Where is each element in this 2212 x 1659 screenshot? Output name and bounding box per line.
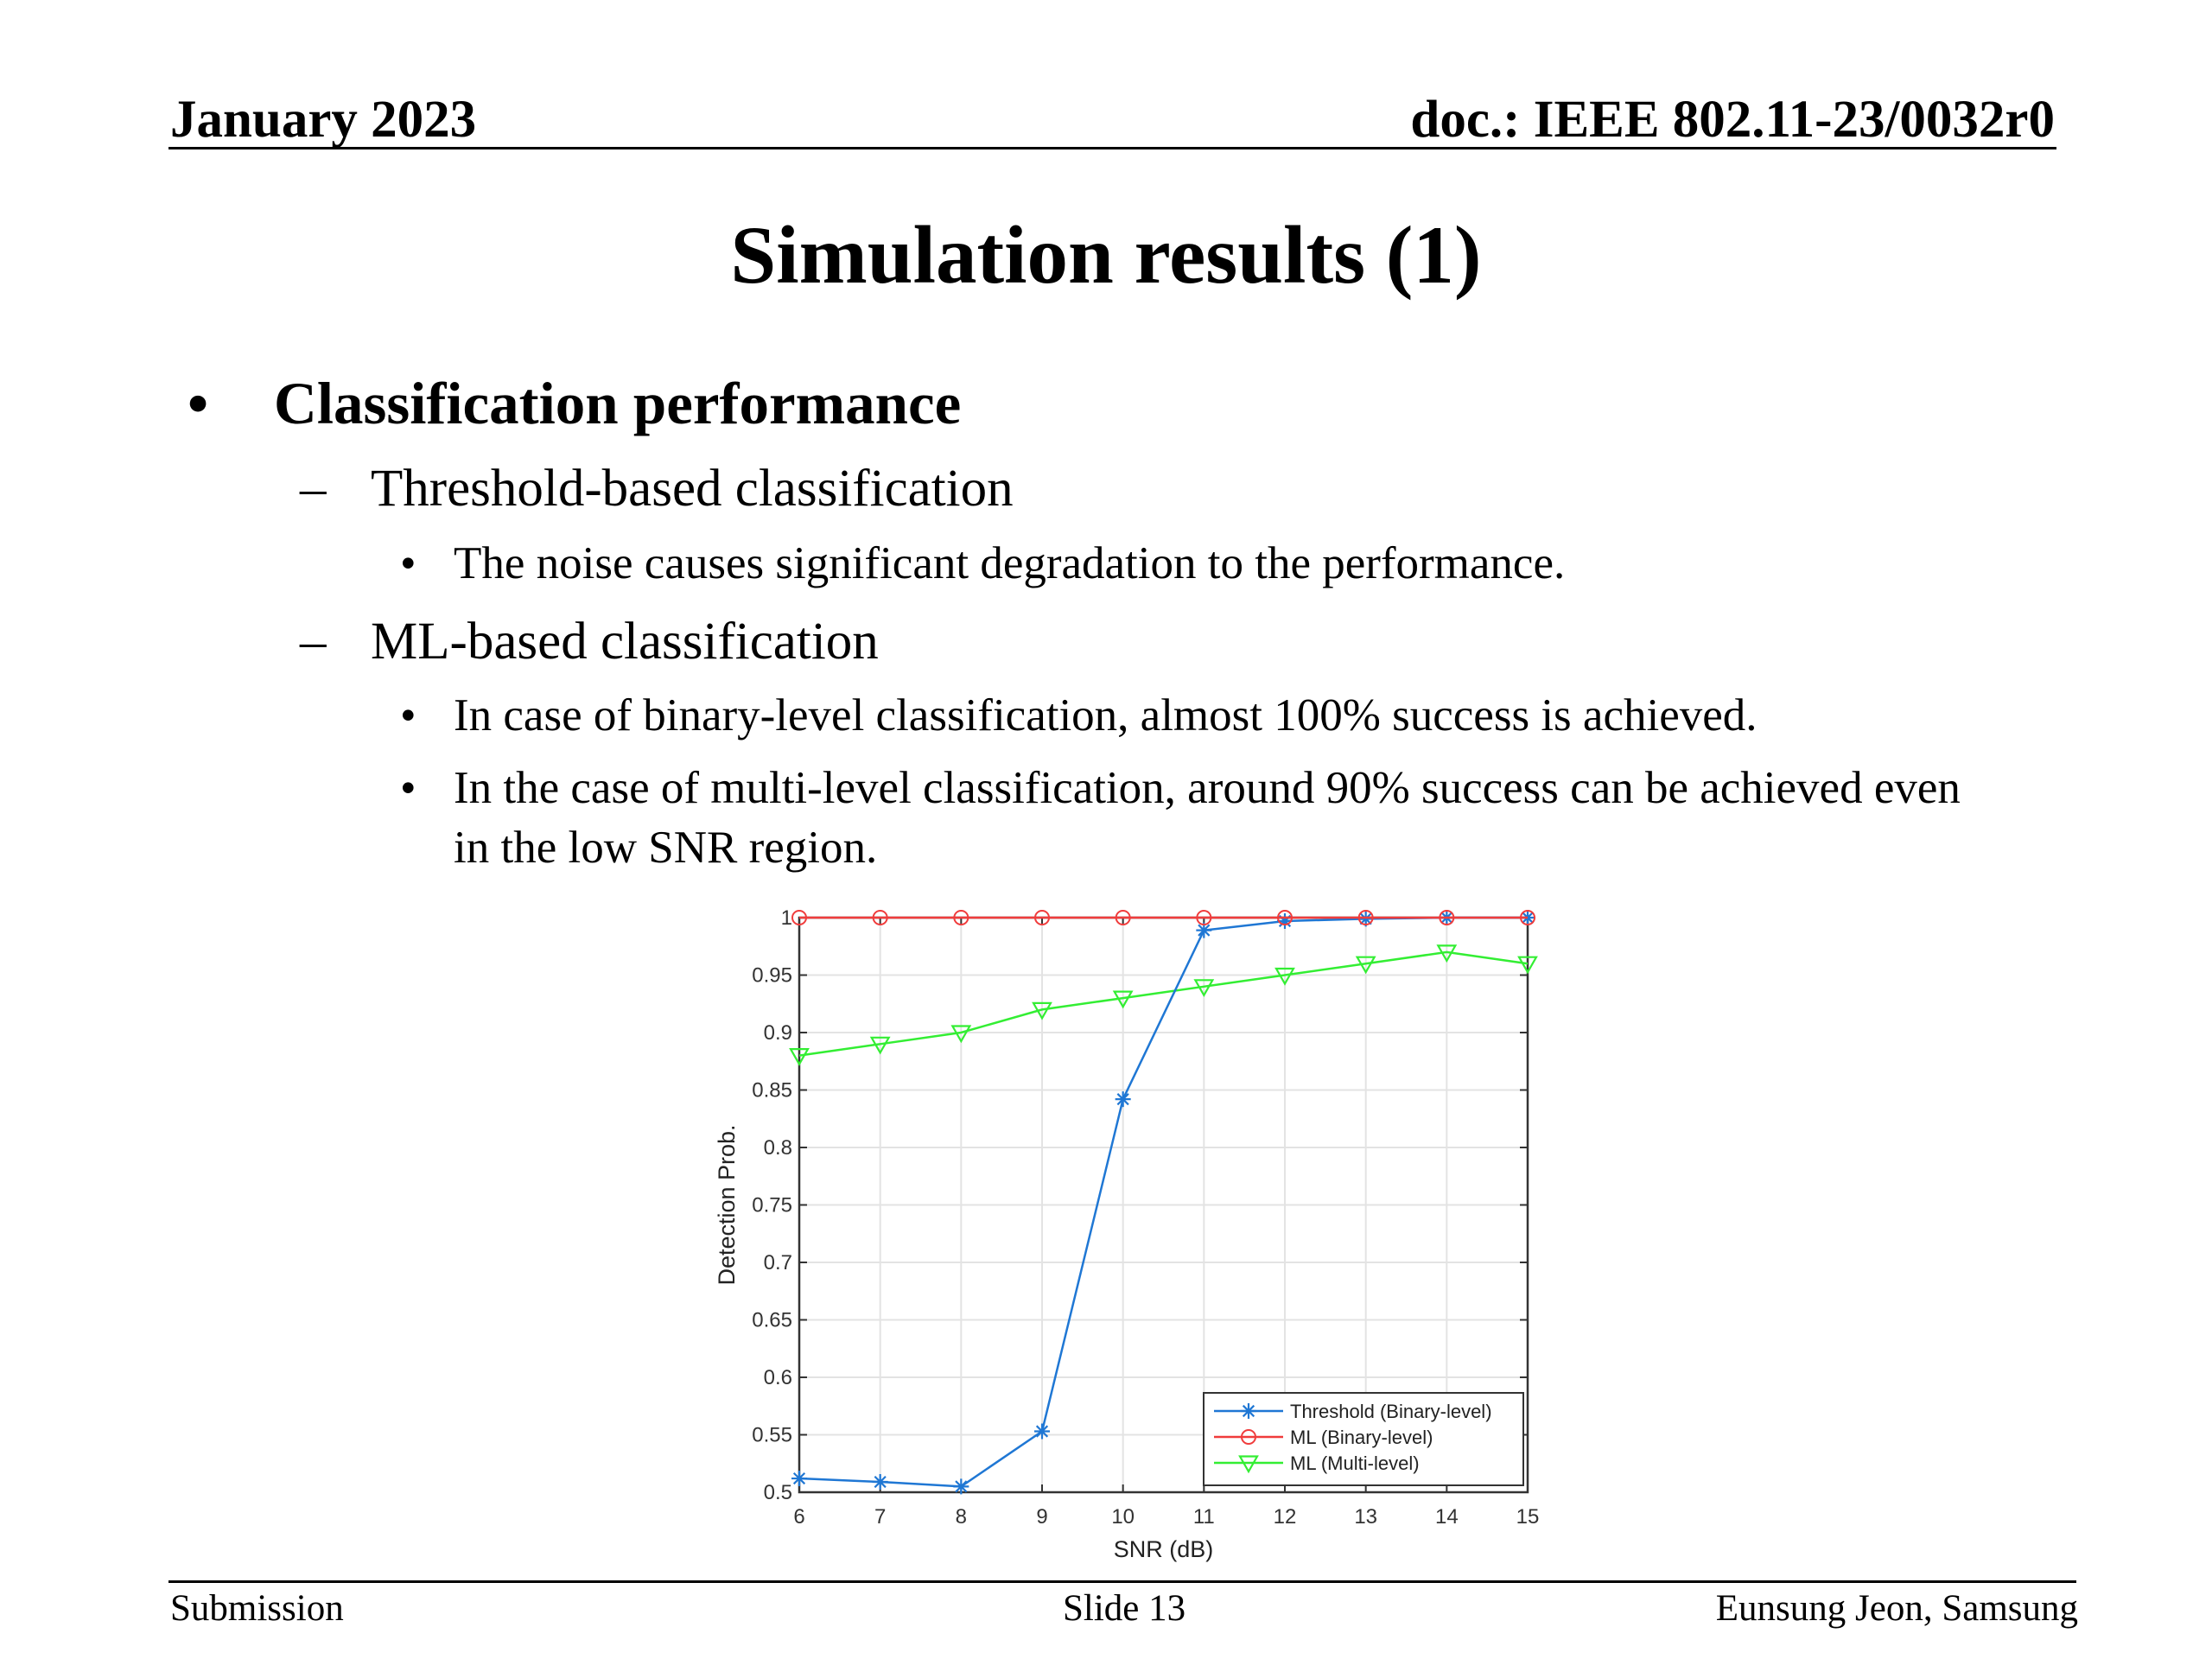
data-point	[953, 1478, 969, 1495]
data-point	[1032, 1001, 1052, 1020]
data-point	[789, 1047, 810, 1066]
series-ml-binary-level	[791, 910, 1535, 925]
legend-marker	[1241, 1429, 1256, 1445]
footer-submission: Submission	[170, 1588, 344, 1629]
data-point	[1520, 910, 1535, 925]
y-tick-label: 0.5	[764, 1481, 792, 1504]
data-point	[1357, 911, 1374, 927]
data-point	[1274, 967, 1295, 986]
footer-author: Eunsung Jeon, Samsung	[1715, 1588, 2078, 1629]
sub-bullet-label: Threshold-based classification	[371, 460, 1014, 518]
slide-title: Simulation results (1)	[730, 209, 1482, 301]
legend-label: ML (Multi-level)	[1290, 1452, 1420, 1474]
x-tick-label: 7	[874, 1505, 886, 1529]
data-point	[1439, 910, 1455, 925]
y-tick-label: 0.65	[752, 1309, 792, 1332]
bullet-dot: •	[400, 690, 416, 741]
y-tick-label: 0.85	[752, 1079, 792, 1103]
y-tick-label: 1	[781, 906, 792, 930]
data-point	[1112, 990, 1134, 1009]
legend-box	[1203, 1392, 1524, 1486]
data-point	[1277, 910, 1293, 925]
list-item: • In case of binary-level classification…	[400, 686, 2007, 746]
x-tick-label: 12	[1274, 1505, 1297, 1529]
data-point	[1193, 979, 1215, 998]
y-tick-label: 0.8	[764, 1136, 792, 1160]
y-tick-label: 0.95	[752, 964, 792, 988]
y-tick-label: 0.6	[764, 1366, 792, 1389]
list-item-text: In the case of multi-level classificatio…	[454, 763, 1961, 873]
data-point	[872, 1474, 888, 1491]
data-point	[791, 1471, 807, 1487]
dash-mark: –	[300, 613, 327, 671]
data-point	[1115, 910, 1131, 925]
series-line	[798, 950, 1529, 1057]
legend-label: Threshold (Binary-level)	[1290, 1401, 1492, 1422]
list-item: • In the case of multi-level classificat…	[400, 759, 2007, 878]
footer-slide-number: Slide 13	[1063, 1588, 1186, 1629]
footer-rule	[168, 1580, 2076, 1583]
x-tick-label: 8	[956, 1505, 967, 1529]
bullet-dot: •	[188, 371, 209, 436]
data-point	[791, 910, 807, 925]
data-point	[1355, 956, 1376, 975]
list-item: • The noise causes significant degradati…	[400, 534, 2007, 594]
data-point	[1517, 956, 1538, 975]
legend-label: ML (Binary-level)	[1290, 1427, 1433, 1448]
data-point	[1436, 944, 1458, 963]
data-point	[1115, 1091, 1131, 1108]
x-tick-label: 6	[793, 1505, 804, 1529]
x-tick-label: 9	[1036, 1505, 1047, 1529]
header-doc-id: doc.: IEEE 802.11-23/0032r0	[1410, 91, 2055, 149]
x-tick-label: 10	[1111, 1505, 1135, 1529]
legend-marker	[1238, 1455, 1259, 1474]
legend: Threshold (Binary-level) ML (Binary-level…	[1203, 1392, 1524, 1486]
x-tick-label: 14	[1435, 1505, 1459, 1529]
y-tick-label: 0.9	[764, 1021, 792, 1045]
data-point	[950, 1025, 972, 1044]
series-ml-multi-level	[789, 944, 1538, 1066]
list-item-text: The noise causes significant degradation…	[454, 538, 1566, 588]
bullet-dot: •	[400, 538, 416, 588]
data-point	[1034, 910, 1050, 925]
x-tick-label: 15	[1516, 1505, 1540, 1529]
bullet-dot: •	[400, 763, 416, 813]
x-axis-label: SNR (dB)	[1114, 1536, 1214, 1562]
data-point	[872, 910, 888, 925]
x-tick-label: 13	[1354, 1505, 1377, 1529]
bullet-l1-text: Classification performance	[274, 371, 962, 436]
header-rule	[168, 147, 2056, 149]
y-tick-label: 0.75	[752, 1194, 792, 1217]
sub-bullet-label: ML-based classification	[371, 613, 879, 671]
data-point	[1034, 1423, 1050, 1440]
legend-marker	[1241, 1403, 1256, 1419]
data-point	[1196, 922, 1212, 938]
dash-mark: –	[300, 460, 327, 518]
x-tick-label: 11	[1193, 1505, 1215, 1529]
data-point	[953, 910, 969, 925]
y-axis-label: Detection Prob.	[714, 1124, 740, 1285]
data-point	[1357, 910, 1374, 925]
header-date: January 2023	[170, 91, 477, 149]
data-point	[1196, 910, 1212, 925]
list-item-text: In case of binary-level classification, …	[454, 690, 1758, 741]
data-point	[869, 1036, 891, 1055]
y-tick-label: 0.7	[764, 1251, 792, 1274]
y-tick-label: 0.55	[752, 1424, 792, 1447]
data-point	[1277, 912, 1293, 929]
